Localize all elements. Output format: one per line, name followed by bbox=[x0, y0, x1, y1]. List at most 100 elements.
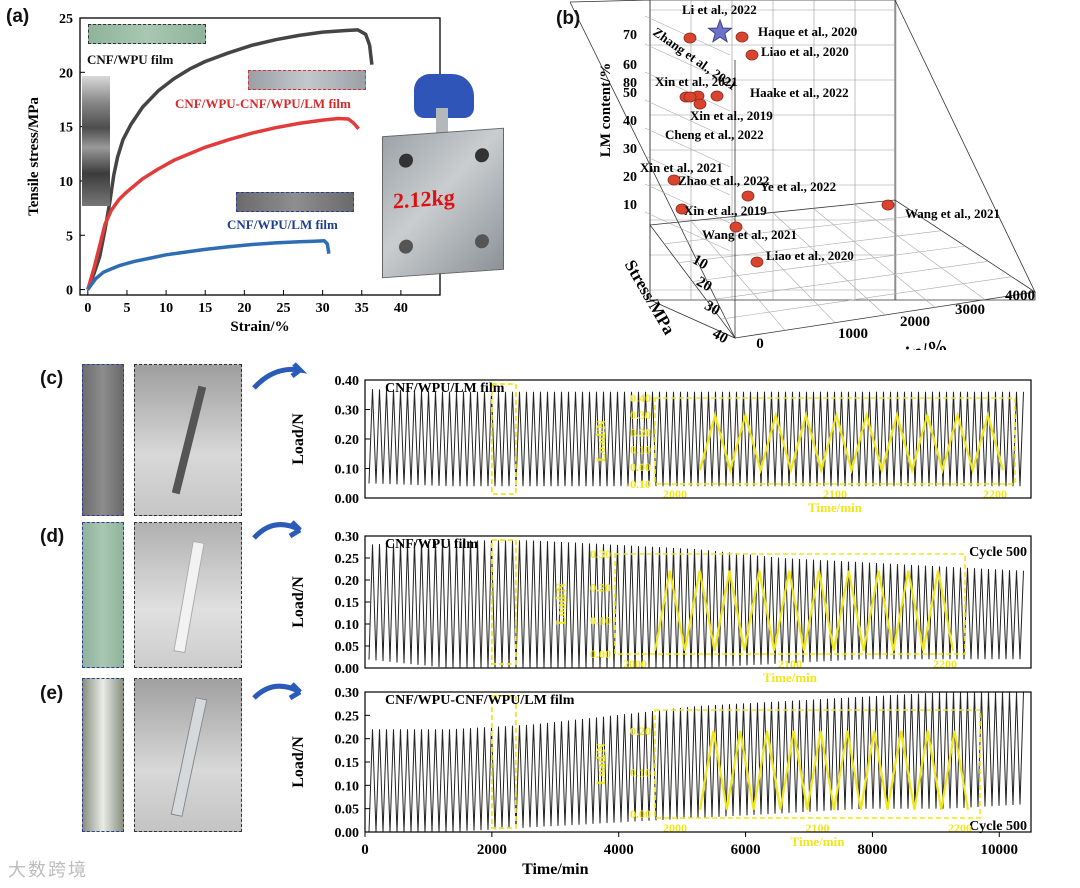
panel-title: CNF/WPU film bbox=[385, 537, 478, 552]
inset-x-tick-label: 2100 bbox=[778, 657, 802, 671]
cycle-label: Cycle 500 bbox=[969, 545, 1027, 560]
weight-hanging-photo: 2.12kg bbox=[378, 74, 526, 279]
metal-weight-block: 2.12kg bbox=[382, 127, 504, 279]
tensile-tester-photo bbox=[82, 76, 110, 206]
inset-y-tick-label: 0.10 bbox=[590, 614, 611, 628]
series-annotation: CNF/WPU film bbox=[87, 52, 173, 67]
point-label: Wang et al., 2021 bbox=[702, 227, 797, 242]
sphere-marker bbox=[750, 256, 764, 268]
stress-tick-label: 10 bbox=[690, 252, 711, 273]
arrow-c-icon bbox=[252, 362, 308, 390]
inset-cycle-trace-c bbox=[698, 411, 1005, 475]
x-tick-label: 4000 bbox=[604, 842, 634, 858]
x-tick-label: 0 bbox=[361, 842, 369, 858]
point-label: Liao et al., 2020 bbox=[766, 248, 854, 263]
inset-y-label: Load/N bbox=[593, 742, 608, 785]
inset-y-tick-label: 0.30 bbox=[630, 408, 651, 422]
inset-x-tick-label: 2100 bbox=[806, 821, 830, 835]
inset-y-label: Load/N bbox=[593, 419, 608, 462]
x-tick-label: 10 bbox=[159, 301, 173, 316]
y-axis-label: Load/N bbox=[290, 736, 307, 788]
inset-x-tick-label: 2100 bbox=[823, 487, 847, 501]
sphere-marker bbox=[729, 221, 743, 233]
panel-frame-c bbox=[364, 379, 1032, 499]
strain-tick-label: 3000 bbox=[955, 302, 985, 318]
x-tick-label: 20 bbox=[237, 301, 251, 316]
series-line-1 bbox=[86, 116, 360, 291]
inset-x-label: Time/min bbox=[763, 670, 818, 685]
y-axis-label: Load/N bbox=[290, 576, 307, 628]
stress-strain-labels: CNF/WPU film CNF/WPU-CNF/WPU/LM film CNF/W… bbox=[87, 52, 351, 232]
inset-frame-e bbox=[654, 709, 981, 819]
inset-y-tick-label: -0.10 bbox=[626, 477, 651, 491]
left-grid bbox=[644, 99, 731, 140]
panel-frame-e bbox=[364, 691, 1032, 833]
panel-label-c: (c) bbox=[40, 368, 64, 389]
y-tick-label: 0 bbox=[66, 284, 73, 299]
inset-y-tick-label: 0.00 bbox=[630, 460, 651, 474]
floor-grid bbox=[772, 212, 886, 316]
stress-strain-chart: 0 5 10 15 20 25 30 35 40 0 5 10 15 20 25 Strain/% Tensil… bbox=[26, 12, 441, 335]
inset-y-tick-label: 0.40 bbox=[630, 391, 651, 405]
highlight-box-c bbox=[490, 383, 517, 495]
cyclic-load-trace-e bbox=[368, 691, 1024, 833]
z-tick-label: 10 bbox=[623, 198, 637, 213]
inset-cycle-trace-d bbox=[653, 570, 955, 651]
x-tick-label: 25 bbox=[276, 301, 290, 316]
left-grid bbox=[644, 211, 731, 252]
z-tick-label: 30 bbox=[623, 142, 637, 157]
film-e-closeup-photo bbox=[82, 678, 124, 832]
point-label: Haque et al., 2020 bbox=[758, 24, 857, 39]
z-tick-label: 40 bbox=[623, 114, 637, 129]
z-tick-label: 80 bbox=[623, 76, 637, 91]
lm-axis-label: LM content/% bbox=[598, 63, 614, 158]
inset-y-tick-label: 0.10 bbox=[630, 765, 651, 779]
left-wall bbox=[570, 0, 736, 339]
y-tick-label: 20 bbox=[59, 66, 73, 81]
inset-y-tick-label: 0.00 bbox=[590, 647, 611, 661]
point-label: Xin et al., 2021 bbox=[655, 74, 738, 89]
panel-label-e: (e) bbox=[40, 683, 64, 704]
point-label: Xin et al., 2021 bbox=[640, 160, 723, 175]
y-tick-label: 0.25 bbox=[335, 709, 360, 724]
strain-axis-label: Strain/% bbox=[868, 335, 950, 350]
strain-tick-label: 0 bbox=[756, 336, 764, 350]
arrow-e-icon bbox=[252, 682, 302, 701]
floor-grid bbox=[813, 208, 936, 308]
y-tick-label: 0.10 bbox=[335, 463, 360, 478]
cyclic-load-trace-d bbox=[368, 540, 1024, 669]
cnf-wpu-cnf-wpu-lm-film-photo bbox=[248, 70, 366, 90]
y-tick-label: 0.15 bbox=[335, 756, 360, 771]
point-label: Xin et al., 2019 bbox=[684, 203, 767, 218]
weight-label: 2.12kg bbox=[393, 184, 455, 214]
inset-x-tick-label: 2200 bbox=[948, 821, 972, 835]
stress-tick-label: 30 bbox=[702, 298, 723, 319]
inset-x-label: Time/min bbox=[791, 834, 846, 849]
panel-label-a: (a) bbox=[6, 6, 30, 27]
sphere-marker bbox=[683, 32, 697, 44]
y-tick-label: 15 bbox=[59, 121, 73, 136]
sphere-marker bbox=[735, 31, 749, 43]
stress-strain-series bbox=[86, 28, 374, 291]
z-tick-label: 60 bbox=[623, 58, 637, 73]
floor-grid bbox=[853, 203, 986, 300]
series-annotation: CNF/WPU/LM film bbox=[227, 217, 338, 232]
watermark: 大数跨境 bbox=[8, 860, 88, 881]
x-tick-label: 2000 bbox=[477, 842, 507, 858]
sphere-marker bbox=[741, 190, 755, 202]
point-label: Haake et al., 2022 bbox=[750, 85, 849, 100]
y-tick-label: 0.00 bbox=[335, 492, 360, 507]
strain-tick-label: 1000 bbox=[838, 326, 868, 342]
y-tick-label: 0.30 bbox=[335, 686, 360, 701]
film-c-closeup-photo bbox=[82, 364, 124, 516]
x-axis-label: Time/min bbox=[522, 861, 588, 878]
x-tick-label: 35 bbox=[355, 301, 369, 316]
y-tick-label: 0.15 bbox=[335, 596, 360, 611]
panel-label-d: (d) bbox=[40, 526, 65, 547]
cyclic-panel-e: 0.00 0.05 0.10 0.15 0.20 0.25 0.30 Load/N CNF/WP… bbox=[290, 686, 1032, 849]
y-tick-label: 25 bbox=[59, 12, 73, 27]
inset-x-tick-label: 2000 bbox=[623, 657, 647, 671]
x-tick-label: 0 bbox=[84, 301, 91, 316]
